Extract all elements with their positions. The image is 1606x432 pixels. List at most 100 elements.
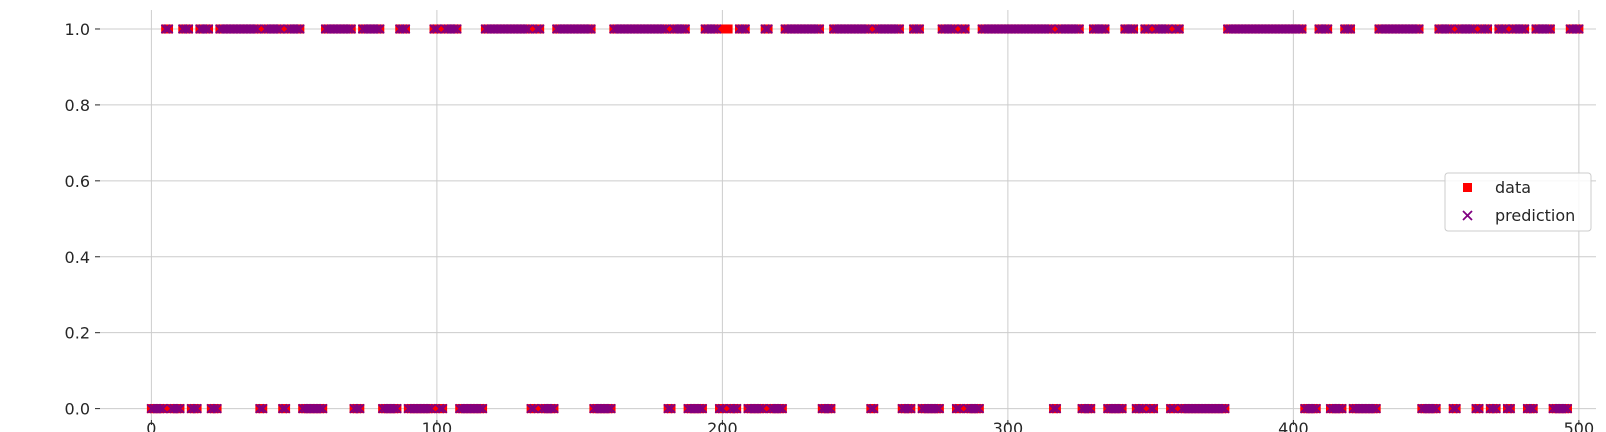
prediction-point xyxy=(1220,403,1230,414)
prediction-point xyxy=(826,403,836,414)
prediction-point xyxy=(1117,403,1127,414)
prediction-point xyxy=(212,403,222,414)
legend-prediction-label: prediction xyxy=(1495,206,1575,225)
prediction-point xyxy=(397,24,408,34)
prediction-point xyxy=(534,24,545,34)
prediction-point xyxy=(292,24,302,34)
prediction-point xyxy=(1319,24,1330,34)
prediction-point xyxy=(1297,24,1307,34)
prediction-point xyxy=(1162,24,1173,34)
prediction-point xyxy=(694,403,705,414)
prediction-point xyxy=(951,403,962,414)
prediction-point xyxy=(1043,24,1053,34)
prediction-point xyxy=(272,24,282,34)
prediction-point xyxy=(814,24,825,34)
prediction-point xyxy=(860,24,870,34)
prediction-point xyxy=(1337,403,1347,414)
prediction-point xyxy=(1045,24,1056,34)
prediction-point xyxy=(432,24,442,34)
prediction-point xyxy=(1051,403,1062,414)
prediction-point xyxy=(1074,24,1085,34)
prediction-point xyxy=(1082,403,1093,414)
prediction-point xyxy=(760,24,771,34)
prediction-point xyxy=(249,24,260,34)
prediction-point xyxy=(1482,24,1493,34)
prediction-point xyxy=(189,403,200,414)
prediction-point xyxy=(945,24,956,34)
prediction-point xyxy=(449,24,459,34)
prediction-point xyxy=(343,24,354,34)
prediction-point xyxy=(714,403,725,414)
prediction-point xyxy=(583,24,594,34)
prediction-point xyxy=(531,24,542,34)
prediction-point xyxy=(763,24,773,34)
y-tick-label: 0.4 xyxy=(65,248,90,267)
y-tick-label: 0.8 xyxy=(65,96,90,115)
prediction-point xyxy=(903,403,913,414)
prediction-point xyxy=(606,403,616,414)
prediction-point xyxy=(1140,24,1150,34)
prediction-point xyxy=(549,403,559,414)
prediction-point xyxy=(737,24,748,34)
prediction-point xyxy=(905,403,916,414)
x-tick-label: 200 xyxy=(707,419,738,432)
prediction-point xyxy=(374,24,385,34)
legend-box xyxy=(1444,172,1592,232)
prediction-point xyxy=(1528,403,1539,414)
prediction-point xyxy=(586,24,596,34)
prediction-point xyxy=(1145,403,1156,414)
prediction-point xyxy=(1571,24,1581,34)
prediction-point xyxy=(280,403,291,414)
prediction-point xyxy=(477,403,488,414)
x-tick-label: 100 xyxy=(422,419,453,432)
prediction-point xyxy=(155,403,165,414)
prediction-point xyxy=(1148,403,1159,414)
legend-data-marker xyxy=(1463,183,1472,192)
prediction-point xyxy=(1431,403,1441,414)
prediction-point xyxy=(866,403,876,414)
prediction-point xyxy=(1142,24,1153,34)
prediction-point xyxy=(352,403,362,414)
prediction-point xyxy=(429,24,439,34)
y-tick-label: 0.0 xyxy=(65,400,90,419)
prediction-point xyxy=(1562,403,1573,414)
prediction-point xyxy=(666,403,676,414)
prediction-point xyxy=(1368,403,1379,414)
prediction-point xyxy=(1442,24,1453,34)
prediction-point xyxy=(1496,24,1507,34)
prediction-point xyxy=(974,403,985,414)
prediction-point xyxy=(192,403,202,414)
prediction-point xyxy=(1171,24,1182,34)
prediction-point xyxy=(1502,403,1513,414)
prediction-point xyxy=(252,24,262,34)
prediction-point xyxy=(1100,24,1110,34)
x-tick-label: 400 xyxy=(1278,419,1309,432)
prediction-point xyxy=(1165,403,1176,414)
prediction-point xyxy=(275,24,285,34)
prediction-point xyxy=(740,24,751,34)
prediction-point xyxy=(1137,403,1147,414)
prediction-point xyxy=(1322,24,1333,34)
prediction-point xyxy=(717,403,728,414)
prediction-point xyxy=(1114,403,1125,414)
prediction-point xyxy=(1474,403,1484,414)
prediction-point xyxy=(914,24,925,34)
x-tick-label: 300 xyxy=(993,419,1024,432)
prediction-point xyxy=(948,24,959,34)
prediction-point xyxy=(163,24,174,34)
prediction-point xyxy=(423,403,434,414)
prediction-point xyxy=(474,403,485,414)
prediction-point xyxy=(523,24,534,34)
prediction-point xyxy=(1048,403,1059,414)
prediction-point xyxy=(1168,403,1179,414)
prediction-point xyxy=(934,403,945,414)
prediction-point xyxy=(1308,403,1319,414)
axis-ticks: 0 100 200 300 400 500 0.0 0.2 0.4 0.6 0.8 1.0 xyxy=(65,20,1595,432)
prediction-point xyxy=(1525,403,1536,414)
prediction-point xyxy=(437,403,448,414)
prediction-point xyxy=(209,403,220,414)
prediction-point xyxy=(697,403,708,414)
prediction-point xyxy=(295,24,305,34)
prediction-point xyxy=(957,24,968,34)
y-tick-label: 0.6 xyxy=(65,172,90,191)
